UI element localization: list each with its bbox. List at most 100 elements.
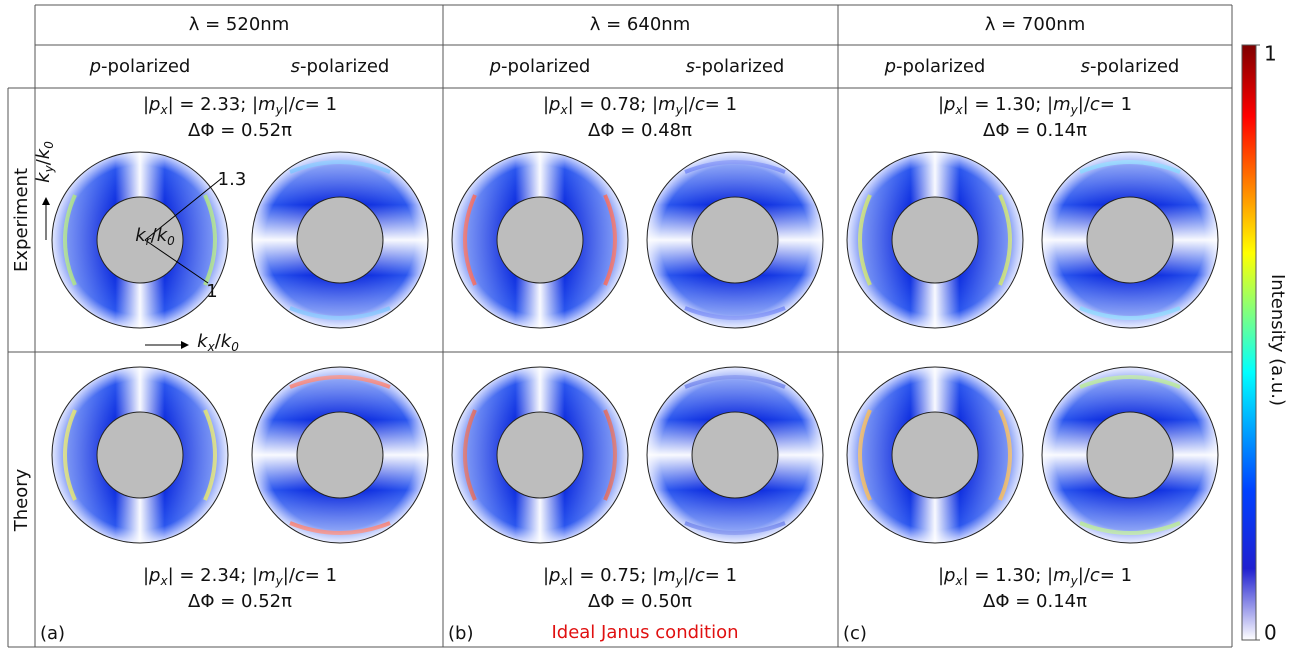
- blocked-region: [1086, 196, 1174, 284]
- blocked-region: [691, 411, 779, 499]
- map-outline: [846, 366, 1024, 544]
- polarization-header: s-polarized: [1081, 56, 1180, 77]
- parameter-text: |px| = 0.78; |my|/c= 1: [543, 94, 737, 117]
- parameter-text: |px| = 1.30; |my|/c= 1: [938, 565, 1132, 588]
- blocked-region: [891, 411, 979, 499]
- text-segment: = 1: [705, 565, 737, 586]
- text-segment: /: [33, 158, 54, 165]
- text-segment: p: [548, 94, 560, 115]
- parameter-text: |px| = 2.33; |my|/c= 1: [143, 94, 337, 117]
- text-segment: |: [543, 94, 549, 115]
- text-segment: y: [275, 103, 284, 117]
- panel-label: (c): [843, 623, 867, 644]
- text-segment: |/: [283, 94, 296, 115]
- text-segment: m: [1053, 565, 1071, 586]
- text-segment: -polarized: [1090, 56, 1179, 77]
- text-segment: k: [157, 225, 169, 246]
- text-segment: x: [559, 103, 568, 117]
- text-segment: s: [686, 56, 695, 77]
- row-label: Experiment: [11, 168, 32, 272]
- blocked-region: [691, 196, 779, 284]
- radius-label: 1.3: [218, 169, 247, 190]
- map-outline: [51, 151, 229, 329]
- text-segment: |: [543, 565, 549, 586]
- parameter-text: |px| = 1.30; |my|/c= 1: [938, 94, 1132, 117]
- janus-note: Ideal Janus condition: [551, 622, 738, 643]
- parameter-text: |px| = 2.34; |my|/c= 1: [143, 565, 337, 588]
- text-segment: = 1: [1100, 565, 1132, 586]
- text-segment: c: [695, 565, 705, 586]
- text-segment: y: [675, 103, 684, 117]
- text-segment: -polarized: [300, 56, 389, 77]
- map-outline: [251, 151, 429, 329]
- text-segment: |/: [1078, 94, 1091, 115]
- polarization-header: p-polarized: [89, 56, 191, 77]
- row-label: Theory: [11, 468, 32, 532]
- text-segment: p: [943, 565, 955, 586]
- text-segment: p: [148, 565, 160, 586]
- phase-text: ΔΦ = 0.14π: [983, 120, 1087, 141]
- blocked-region: [96, 196, 184, 284]
- text-segment: /: [151, 225, 158, 246]
- text-segment: y: [1070, 103, 1079, 117]
- text-segment: y: [675, 574, 684, 588]
- text-segment: p: [148, 94, 160, 115]
- map-outline: [646, 151, 824, 329]
- text-segment: s: [291, 56, 300, 77]
- table-grid: [7, 4, 1233, 648]
- parameter-text: |px| = 0.75; |my|/c= 1: [543, 565, 737, 588]
- text-segment: s: [1081, 56, 1090, 77]
- text-segment: |/: [283, 565, 296, 586]
- blocked-region: [891, 196, 979, 284]
- text-segment: -polarized: [695, 56, 784, 77]
- text-segment: p: [548, 565, 560, 586]
- text-segment: 0: [167, 234, 175, 248]
- radius-label: 1: [206, 281, 217, 302]
- text-segment: x: [159, 574, 168, 588]
- blocked-region: [96, 411, 184, 499]
- text-segment: k: [33, 147, 54, 159]
- axis-label: ky/k0: [33, 141, 56, 183]
- text-segment: |: [938, 94, 944, 115]
- text-segment: x: [207, 340, 216, 354]
- phase-text: ΔΦ = 0.50π: [588, 591, 692, 612]
- text-segment: k: [33, 171, 54, 183]
- text-segment: c: [1090, 565, 1100, 586]
- text-segment: 0: [231, 340, 239, 354]
- text-segment: p: [89, 56, 101, 77]
- text-segment: | = 2.33; |: [168, 94, 259, 115]
- radius-line: [144, 177, 223, 241]
- wavelength-header: λ = 520nm: [189, 14, 289, 35]
- phase-text: ΔΦ = 0.48π: [588, 120, 692, 141]
- map-outline: [1041, 366, 1219, 544]
- blocked-region: [1086, 411, 1174, 499]
- text-segment: | = 2.34; |: [168, 565, 259, 586]
- map-outline: [251, 366, 429, 544]
- polarization-header: p-polarized: [489, 56, 591, 77]
- radius-line: [144, 239, 209, 284]
- map-outline: [451, 366, 629, 544]
- text-segment: p: [489, 56, 501, 77]
- text-segment: x: [954, 574, 963, 588]
- map-outline: [1041, 151, 1219, 329]
- text-segment: c: [695, 94, 705, 115]
- text-segment: |: [143, 94, 149, 115]
- text-segment: c: [295, 94, 305, 115]
- colorbar: [1241, 44, 1257, 641]
- text-segment: r: [146, 234, 152, 248]
- text-segment: /: [215, 331, 222, 352]
- text-segment: | = 1.30; |: [963, 565, 1054, 586]
- text-segment: -polarized: [501, 56, 590, 77]
- text-segment: y: [42, 164, 56, 173]
- text-segment: |: [143, 565, 149, 586]
- text-segment: = 1: [705, 94, 737, 115]
- text-segment: k: [197, 331, 209, 352]
- text-segment: c: [295, 565, 305, 586]
- text-segment: k: [221, 331, 233, 352]
- map-outline: [451, 151, 629, 329]
- phase-text: ΔΦ = 0.52π: [188, 591, 292, 612]
- phase-text: ΔΦ = 0.52π: [188, 120, 292, 141]
- wavelength-header: λ = 640nm: [590, 14, 690, 35]
- colorbar-tick-label: 1: [1264, 42, 1277, 66]
